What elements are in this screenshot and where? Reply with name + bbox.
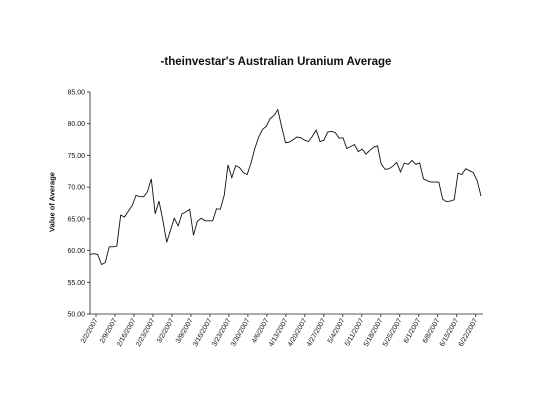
- x-tick-label: 5/11/2007: [344, 317, 365, 347]
- x-tick-label: 3/9/2007: [175, 317, 195, 344]
- x-tick-label: 3/16/2007: [192, 317, 214, 348]
- y-tick-label: 80.00: [67, 121, 85, 128]
- x-tick-label: 3/2/2007: [156, 317, 176, 344]
- x-tick-label: 4/27/2007: [306, 317, 328, 348]
- y-tick-label: 70.00: [67, 185, 85, 192]
- x-tick-label: 6/1/2007: [403, 317, 423, 344]
- chart-title: -theinvestar's Australian Uranium Averag…: [160, 56, 392, 68]
- x-tick-label: 6/15/2007: [439, 317, 461, 348]
- y-tick-label: 65.00: [67, 216, 85, 223]
- x-tick-label: 4/13/2007: [268, 317, 290, 348]
- y-tick-label: 75.00: [67, 153, 85, 160]
- x-tick-label: 2/23/2007: [135, 317, 157, 348]
- x-tick-label: 4/20/2007: [287, 317, 309, 348]
- x-tick-label: 6/22/2007: [458, 317, 480, 348]
- x-tick-label: 2/16/2007: [116, 317, 138, 348]
- y-tick-label: 50.00: [67, 312, 85, 319]
- x-tick-label: 5/25/2007: [382, 317, 404, 348]
- x-tick-label: 5/4/2007: [327, 317, 347, 344]
- x-tick-label: 6/8/2007: [422, 317, 442, 344]
- y-tick-label: 55.00: [67, 280, 85, 287]
- x-tick-label: 3/23/2007: [211, 317, 233, 348]
- y-tick-label: 85.00: [67, 90, 85, 97]
- x-tick-label: 2/2/2007: [80, 317, 100, 344]
- y-tick-label: 60.00: [67, 248, 85, 255]
- x-tick-label: 4/6/2007: [251, 317, 271, 344]
- x-tick-label: 2/9/2007: [99, 317, 119, 344]
- x-tick-label: 3/30/2007: [230, 317, 252, 348]
- series-line-0: [89, 108, 482, 266]
- x-tick-label: 5/18/2007: [363, 317, 385, 348]
